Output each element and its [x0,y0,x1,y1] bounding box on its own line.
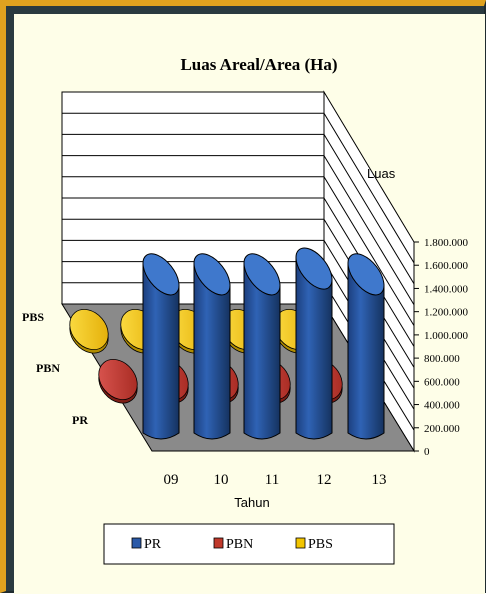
bar-top [98,359,138,401]
bar-body [347,262,385,440]
y-tick-label: 0 [424,446,430,458]
chart-svg: Luas Areal/Area (Ha) 0 200.000 400.000 600.… [22,55,469,565]
y-tick-label: 600.000 [424,376,460,388]
x-tick-label: 09 [164,472,179,488]
y-tick-label: 200.000 [424,423,460,435]
bars-layer [69,247,385,440]
side-gridline [323,176,415,326]
bar-pr [193,253,231,440]
side-gridline [323,112,415,264]
bar-pr [295,247,333,440]
x-tick-label: 11 [265,472,279,488]
bar-body [243,262,281,440]
legend-swatch [213,537,224,549]
bar-top [69,309,109,351]
legend-swatch [131,537,142,549]
legend-label: PR [144,537,162,552]
bar-top [193,253,231,296]
x-tick-label: 12 [317,472,332,488]
bar-pr [142,253,180,440]
legend-label: PBS [308,537,333,552]
legend-swatch [295,537,306,549]
x-axis-title: Tahun [234,495,269,510]
side-gridline [323,155,415,305]
y-tick-label: 1.000.000 [424,330,469,342]
bar-body [295,256,333,440]
y-tick-label: 400.000 [424,400,460,412]
side-wall-gridlines [323,112,415,431]
bar-pr [347,253,385,440]
legend-label: PBN [226,537,253,552]
bar-pbs [69,309,109,354]
bar-body [142,262,180,440]
chart-area: Luas Areal/Area (Ha) 0 200.000 400.000 600.… [14,14,485,594]
legend: PR PBN PBS [131,537,333,552]
depth-axis-labels: PBS PBN PR [22,310,88,427]
bar-top [142,253,180,296]
z-axis-title: Luas [367,166,396,181]
chart-title: Luas Areal/Area (Ha) [180,55,337,74]
x-tick-label: 13 [372,472,387,488]
y-tick-label: 1.600.000 [424,260,469,272]
bar-pbn [98,359,138,404]
y-tick-label: 1.400.000 [424,283,469,295]
side-gridline [323,134,415,285]
y-tick-label: 1.800.000 [424,237,469,249]
bar-top [347,253,385,296]
back-wall-gridlines [62,112,324,284]
x-tick-label: 10 [214,472,229,488]
y-tick-label: 800.000 [424,353,460,365]
y-axis: 0 200.000 400.000 600.000 800.000 1.000.000 1.… [413,237,469,458]
legend-box [103,523,395,565]
bar-pr [243,253,281,440]
x-axis-labels: 09 10 11 12 13 [164,472,387,488]
depth-label: PR [72,413,88,427]
depth-label: PBN [36,361,60,375]
y-tick-label: 1.200.000 [424,307,469,319]
bar-top [295,247,333,290]
depth-label: PBS [22,310,44,324]
bar-body [193,262,231,440]
bar-top [243,253,281,296]
